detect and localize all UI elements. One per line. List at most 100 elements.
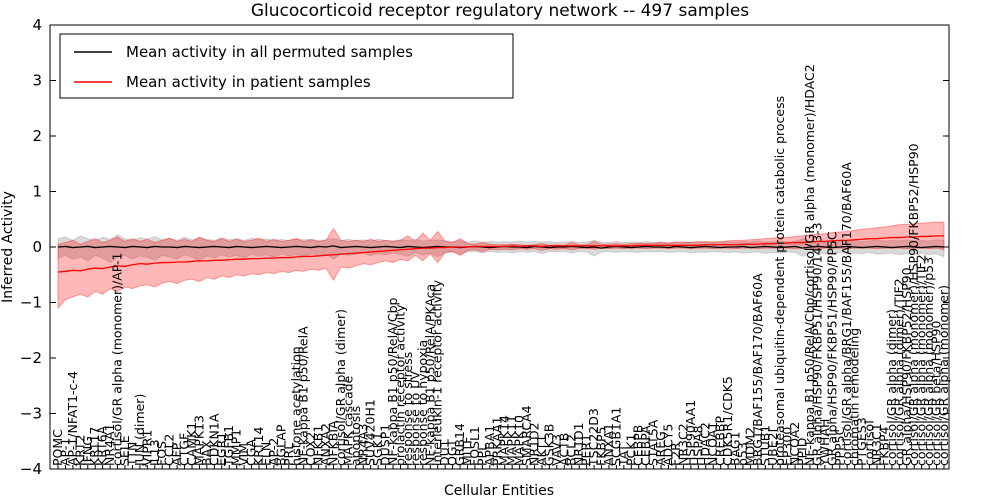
x-category-label: MAPK13 bbox=[191, 415, 206, 466]
x-category-label: ANXA2 bbox=[318, 423, 333, 466]
x-category-label: PTGES3 bbox=[854, 417, 869, 466]
x-category-label: NFKBIA bbox=[325, 420, 340, 466]
x-category-label: SCGB1A1 bbox=[608, 407, 623, 466]
x-category-label: STAT5A bbox=[646, 419, 661, 466]
chart-title: Glucocorticoid receptor regulatory netwo… bbox=[251, 1, 749, 21]
y-tick-label: −4 bbox=[20, 460, 42, 478]
y-tick-label: −2 bbox=[20, 349, 42, 367]
x-category-label: p53 bbox=[735, 442, 750, 466]
x-category-label: VIPR1 bbox=[139, 430, 154, 466]
x-category-label: GR alpha/HSP90/FKBP52/HSP90 bbox=[899, 267, 914, 466]
y-tick-label: 4 bbox=[32, 16, 42, 34]
x-category-label: FOSL1 bbox=[467, 426, 482, 466]
x-category-label: ANXA1 bbox=[601, 423, 616, 466]
x-category-label: interleukin-1 receptor activity bbox=[430, 279, 445, 466]
x-category-label: TSC22D3 bbox=[586, 408, 601, 467]
x-category-label: CGA bbox=[244, 439, 259, 466]
mean-lines bbox=[57, 235, 945, 273]
patient-band bbox=[57, 221, 945, 310]
x-category-label: GR alpha/HSP90/FKBP51/HSP90/PP5C bbox=[824, 231, 839, 466]
x-category-label: DUSP1 bbox=[378, 424, 393, 466]
x-category-label: AREG bbox=[653, 431, 668, 466]
x-category-label: NF-kappa B1 p50/RelA/Cbp bbox=[385, 298, 400, 466]
x-category-label: F2R bbox=[668, 442, 683, 466]
x-category-label: AP-2 bbox=[266, 438, 281, 466]
x-category-label: AFP bbox=[169, 442, 184, 466]
x-category-label: PPL bbox=[474, 444, 489, 466]
x-category-label: NF-kappa B1 p50/RelA/PKAca bbox=[422, 284, 437, 466]
x-category-label: KRT14 bbox=[251, 426, 266, 466]
y-tick-label: 0 bbox=[32, 238, 42, 256]
x-category-label: IL13 bbox=[147, 439, 162, 466]
x-category-label: CAMK1 bbox=[184, 422, 199, 466]
x-category-label: chromatin remodeling bbox=[847, 328, 862, 466]
x-category-label: BAX bbox=[199, 440, 214, 466]
x-category-label: CDKN1A bbox=[206, 413, 221, 466]
x-category-label: MDM2 bbox=[742, 427, 757, 466]
x-category-label: KRT2 bbox=[72, 434, 87, 466]
x-category-label: ADCY5 bbox=[661, 424, 676, 466]
y-tick-label: −1 bbox=[20, 294, 42, 312]
x-category-label: SELE bbox=[117, 435, 132, 466]
permuted-band bbox=[57, 234, 945, 264]
x-category-label: cortisol/GR alpha (monomer)/AP-1 bbox=[110, 253, 125, 467]
x-category-label: NF-kappa B1 p50/RelA bbox=[296, 326, 311, 466]
x-category-label: MAPK cascade bbox=[340, 375, 355, 466]
x-category-label: MITF bbox=[459, 437, 474, 466]
x-category-label: FKBP5 bbox=[594, 427, 609, 466]
x-category-label: PCK1 bbox=[623, 434, 638, 466]
x-category-label: NR4A1 bbox=[102, 424, 117, 467]
patient-mean-line bbox=[57, 235, 944, 273]
x-category-label: NR3C1 bbox=[869, 423, 884, 466]
x-category-label: cortisol/GR alpha/BRG1/BAF155/BAF170/BAF… bbox=[839, 162, 854, 466]
x-category-label: cortisol/GR alpha (monomer)/p53 bbox=[921, 257, 936, 466]
x-category-label: DUT bbox=[437, 439, 452, 466]
x-category-label: NR1D1 bbox=[571, 422, 586, 466]
legend-label-permuted: Mean activity in all permuted samples bbox=[126, 43, 413, 61]
y-tick-labels: 4 3 2 1 0 −1 −2 −3 −4 bbox=[20, 16, 42, 478]
x-category-label: VIM bbox=[236, 443, 251, 466]
x-category-label: histone acetylation bbox=[288, 346, 303, 466]
x-category-label: GRB14 bbox=[452, 423, 467, 466]
x-category-label: CEBPA bbox=[638, 425, 653, 466]
y-tick-label: 1 bbox=[32, 183, 42, 201]
x-category-label: EGR1 bbox=[214, 432, 229, 466]
x-category-label: cortisol/GR alpha (monomer)/TIF2 bbox=[914, 254, 929, 466]
x-category-label: KRT6A bbox=[95, 425, 110, 466]
x-category-label: STUB1 bbox=[757, 425, 772, 466]
x-category-label: cortisol/GR alpha (monomer) bbox=[936, 285, 951, 466]
x-category-label: HSP90AA1 bbox=[683, 400, 698, 466]
x-category-label: NR4A3 bbox=[355, 424, 370, 467]
x-category-label: proteasomal ubiquitin-dependent protein … bbox=[772, 96, 787, 466]
x-category-label: NF-kappa B1 p50/RelA/Cbp/cortisol/GR alp… bbox=[802, 64, 817, 466]
x-axis-label: Cellular Entities bbox=[444, 483, 554, 499]
x-category-label: SMARCA4 bbox=[519, 405, 534, 466]
x-category-label: SGK1 bbox=[370, 432, 385, 466]
x-category-label: IFNG bbox=[80, 436, 95, 466]
x-category-label: ELN bbox=[258, 442, 273, 466]
x-category-label: KRT17 bbox=[87, 426, 102, 466]
x-category-label: SUV420H1 bbox=[363, 399, 378, 466]
x-category-label: cortisol/GR beta/HSP90 bbox=[929, 321, 944, 466]
x-category-label: BAG1 bbox=[728, 431, 743, 466]
x-category-label: TTN bbox=[124, 442, 139, 467]
x-category-label: COX2 bbox=[303, 432, 318, 466]
x-category-label: HDAC2 bbox=[698, 422, 713, 466]
x-category-label: CREBBP bbox=[713, 416, 728, 466]
x-category-label: cortisol/GR alpha (monomer)/HSP90/FKBP52… bbox=[906, 143, 921, 466]
x-category-label: PPID bbox=[795, 438, 810, 466]
x-category-label: FKBP4 bbox=[876, 426, 891, 466]
x-category-label: NR3C2 bbox=[675, 423, 690, 466]
legend-box bbox=[59, 33, 514, 99]
x-category-label: OGT bbox=[445, 439, 460, 466]
x-category-label: PRL bbox=[281, 443, 296, 466]
x-category-label: BCL2 bbox=[564, 434, 579, 466]
x-category-label: TAT bbox=[616, 444, 631, 467]
x-category-label: PPP5C bbox=[832, 426, 847, 466]
x-category-label: FOS bbox=[154, 441, 169, 466]
x-category-label: NCOA1 bbox=[705, 422, 720, 466]
x-category-label: cortisol/GR alpha (dimer) bbox=[333, 309, 348, 466]
axis-ticks bbox=[50, 24, 949, 470]
